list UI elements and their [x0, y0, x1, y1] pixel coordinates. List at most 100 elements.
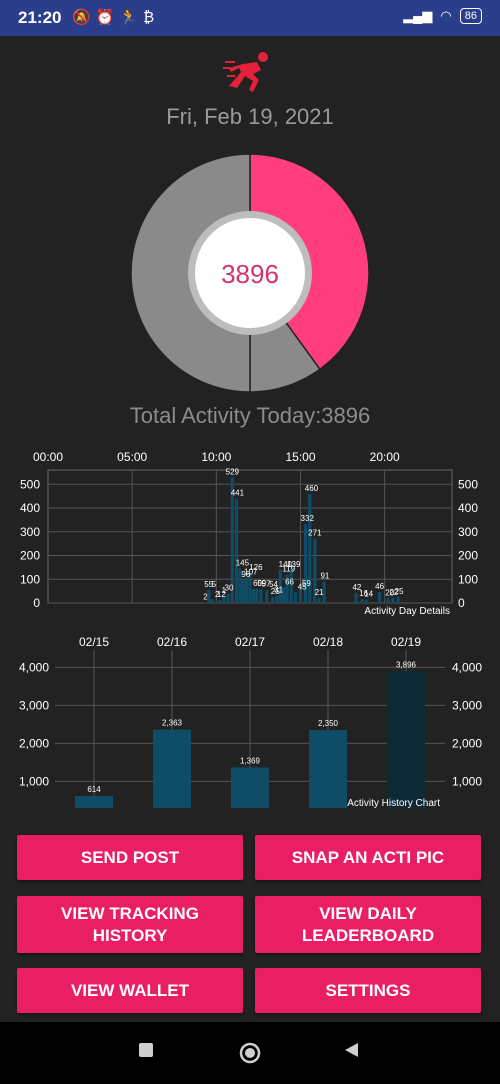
day-bar — [241, 580, 245, 603]
total-activity-label: Total Activity Today:3896 — [129, 403, 371, 428]
day-bar — [364, 599, 368, 603]
history-y-tick-left: 2,000 — [19, 736, 49, 750]
day-bar — [226, 593, 230, 603]
day-bar-value-label: 57 — [262, 579, 271, 588]
history-bar — [153, 729, 191, 808]
day-bar — [313, 538, 317, 603]
day-bar — [275, 595, 279, 603]
home-icon[interactable] — [238, 1041, 262, 1065]
day-bar-value-label: 22 — [389, 588, 398, 597]
day-bar — [282, 587, 286, 603]
history-y-tick-right: 2,000 — [452, 736, 482, 750]
clock: 21:20 — [18, 8, 62, 27]
back-icon[interactable] — [343, 1042, 359, 1058]
day-bar — [317, 598, 321, 603]
day-bar-value-label: 126 — [249, 563, 263, 572]
day-x-tick-label: 15:00 — [285, 450, 315, 464]
day-bar-value-label: 119 — [282, 565, 295, 574]
day-bar — [285, 574, 289, 603]
day-chart-description: Activity Day Details — [364, 606, 450, 617]
day-y-tick-left: 200 — [20, 549, 40, 563]
activity-donut-chart: 3896 — [130, 153, 370, 393]
history-x-tick-label: 02/18 — [313, 635, 343, 649]
day-bar — [298, 589, 303, 603]
history-y-tick-left: 3,000 — [19, 698, 49, 712]
day-bar-value-label: 59 — [302, 579, 311, 588]
notification-icons: 🔕⏰🏃₿ — [72, 8, 159, 26]
day-bar — [234, 498, 239, 603]
day-bar-value-label: 332 — [301, 514, 315, 523]
day-bar-value-label: 21 — [315, 588, 324, 597]
day-bar — [303, 524, 308, 603]
settings-button[interactable]: SETTINGS — [255, 968, 481, 1013]
history-bar — [231, 767, 269, 808]
history-x-tick-label: 02/19 — [391, 635, 421, 649]
day-y-tick-right: 0 — [458, 596, 465, 610]
day-bar — [391, 597, 395, 603]
status-bar: 21:20 🔕⏰🏃₿ ▂▄▆ ◠ 86 — [0, 0, 500, 36]
day-bar-value-label: 12 — [217, 590, 226, 599]
day-y-tick-right: 200 — [458, 549, 478, 563]
day-bar-value-label: 20 — [385, 588, 394, 597]
snap-acti-pic-button[interactable]: SNAP AN ACTI PIC — [255, 835, 481, 880]
activity-history-chart: 614 2,363 1,369 2,350 3,896 1,000 1,000 2,000 2… — [19, 635, 482, 809]
day-bar-value-label: 60 — [253, 579, 262, 588]
history-y-tick-left: 1,000 — [19, 774, 49, 788]
view-daily-leaderboard-button[interactable]: VIEW DAILY LEADERBOARD — [255, 896, 481, 953]
day-bar-value-label: 45 — [298, 582, 307, 591]
history-x-tick-label: 02/15 — [79, 635, 109, 649]
battery-icon: 86 — [459, 8, 482, 24]
history-bar — [309, 730, 347, 808]
view-wallet-button[interactable]: VIEW WALLET — [17, 968, 243, 1013]
day-bar-value-label: 5 — [212, 580, 217, 589]
day-bar — [207, 589, 211, 603]
day-bar — [245, 577, 249, 603]
system-navigation-bar — [0, 1022, 500, 1084]
history-chart-description: Activity History Chart — [347, 798, 440, 809]
day-x-tick-label: 00:00 — [33, 450, 63, 464]
day-bar-value-label: 31 — [274, 586, 283, 595]
recents-icon[interactable] — [138, 1042, 154, 1058]
day-bar — [322, 581, 326, 603]
history-y-tick-right: 1,000 — [452, 774, 482, 788]
history-x-tick-label: 02/17 — [235, 635, 265, 649]
day-bar — [222, 595, 226, 603]
day-bar — [354, 593, 358, 603]
day-bar-value-label: 107 — [244, 568, 258, 577]
day-bar-value-label: 96 — [241, 570, 250, 579]
history-bar-value-label: 2,350 — [318, 719, 339, 728]
runner-logo-icon — [223, 52, 268, 92]
donut-center-value: 3896 — [221, 259, 279, 289]
day-bar-value-label: 139 — [287, 560, 301, 569]
day-y-tick-left: 500 — [20, 477, 40, 491]
day-bar — [396, 597, 400, 603]
history-bar-value-label: 3,896 — [396, 660, 417, 669]
day-bar-value-label: 25 — [271, 587, 280, 596]
day-bar-value-label: 25 — [395, 587, 404, 596]
day-bar-value-label: 91 — [320, 571, 329, 580]
day-bar — [278, 569, 282, 603]
day-y-tick-left: 400 — [20, 501, 40, 515]
day-bar — [271, 597, 275, 603]
bitcoin-icon: ₿ — [143, 9, 160, 26]
wifi-icon: ◠ — [440, 8, 452, 23]
view-tracking-history-button[interactable]: VIEW TRACKING HISTORY — [17, 896, 243, 953]
day-bar-value-label: 30 — [225, 584, 234, 593]
day-y-tick-right: 100 — [458, 572, 478, 586]
day-bar — [255, 588, 259, 603]
day-bar-value-label: 145 — [236, 559, 250, 568]
day-bar-value-label: 16 — [359, 589, 368, 598]
day-bar — [230, 477, 234, 603]
day-x-tick-label: 05:00 — [117, 450, 147, 464]
history-y-tick-right: 3,000 — [452, 698, 482, 712]
send-post-button[interactable]: SEND POST — [17, 835, 243, 880]
day-x-tick-label: 10:00 — [201, 450, 231, 464]
day-bar — [308, 493, 312, 603]
day-bar — [259, 589, 263, 603]
day-bar-value-label: 441 — [231, 488, 245, 497]
day-x-tick-label: 20:00 — [370, 450, 400, 464]
history-bar-value-label: 614 — [87, 785, 101, 794]
day-bar — [203, 602, 207, 604]
day-bar — [251, 588, 255, 603]
day-y-tick-left: 100 — [20, 572, 40, 586]
